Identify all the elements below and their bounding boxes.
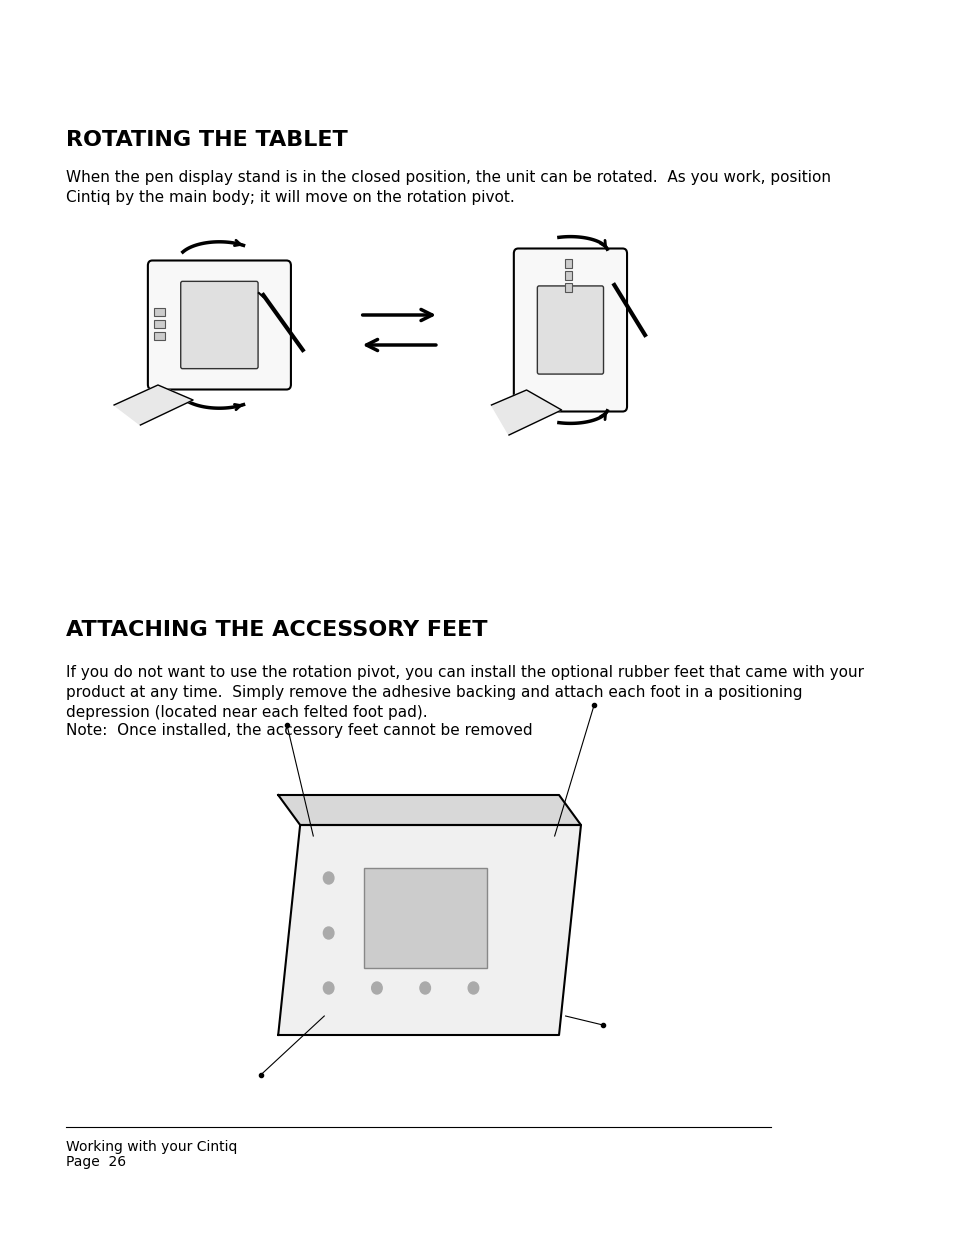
Text: ROTATING THE TABLET: ROTATING THE TABLET (66, 130, 347, 149)
Polygon shape (278, 795, 580, 825)
Text: Note:  Once installed, the accessory feet cannot be removed: Note: Once installed, the accessory feet… (66, 722, 532, 739)
Bar (153, 332, 164, 340)
Text: Page  26: Page 26 (66, 1155, 126, 1170)
Bar (363, 868, 486, 968)
Bar (564, 259, 572, 268)
Polygon shape (278, 825, 580, 1035)
Circle shape (372, 872, 382, 884)
Circle shape (468, 927, 478, 939)
Text: If you do not want to use the rotation pivot, you can install the optional rubbe: If you do not want to use the rotation p… (66, 664, 862, 720)
Circle shape (323, 927, 334, 939)
FancyBboxPatch shape (180, 282, 258, 369)
Polygon shape (114, 385, 193, 425)
Text: When the pen display stand is in the closed position, the unit can be rotated.  : When the pen display stand is in the clo… (66, 170, 830, 205)
Circle shape (372, 982, 382, 994)
Circle shape (468, 982, 478, 994)
Circle shape (419, 927, 430, 939)
Text: ATTACHING THE ACCESSORY FEET: ATTACHING THE ACCESSORY FEET (66, 620, 487, 640)
Circle shape (468, 872, 478, 884)
Circle shape (419, 982, 430, 994)
Text: Working with your Cintiq: Working with your Cintiq (66, 1140, 237, 1153)
FancyBboxPatch shape (148, 261, 291, 389)
Bar (564, 284, 572, 293)
Circle shape (323, 982, 334, 994)
Polygon shape (491, 390, 561, 435)
Circle shape (372, 927, 382, 939)
Bar (153, 320, 164, 329)
Bar (564, 272, 572, 280)
FancyBboxPatch shape (537, 287, 603, 374)
FancyBboxPatch shape (514, 248, 626, 411)
Bar (153, 308, 164, 316)
Circle shape (419, 872, 430, 884)
Circle shape (323, 872, 334, 884)
